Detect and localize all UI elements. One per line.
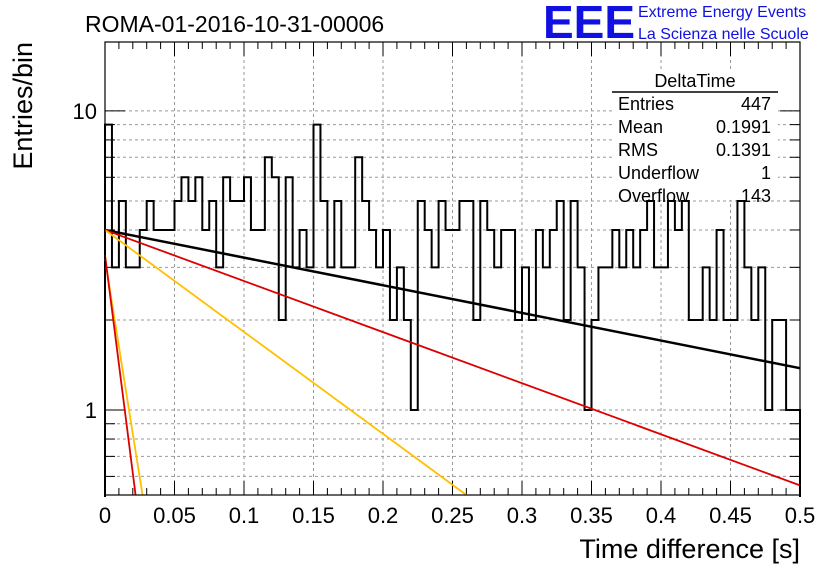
fit-line-2 <box>104 229 801 487</box>
stats-value: 143 <box>741 186 771 206</box>
x-tick-label: 0.3 <box>507 503 538 528</box>
y-tick-label: 1 <box>85 398 97 423</box>
x-tick-label: 0.4 <box>646 503 677 528</box>
y-tick-label: 10 <box>73 99 97 124</box>
stats-label: Overflow <box>618 186 690 206</box>
stats-value: 447 <box>741 94 771 114</box>
x-axis-label: Time difference [s] <box>579 534 800 564</box>
stats-box: DeltaTime Entries 447 Mean 0.1991 RMS 0.1391 U… <box>612 71 778 206</box>
fit-lines <box>104 228 801 496</box>
eee-logo-line2: La Scienza nelle Scuole <box>638 26 809 43</box>
chart-title: ROMA-01-2016-10-31-00006 <box>85 11 384 37</box>
eee-logo-line1: Extreme Energy Events <box>638 4 806 21</box>
x-tick-label: 0.05 <box>153 503 196 528</box>
stats-value: 0.1991 <box>716 117 771 137</box>
eee-logo-mark: EEE <box>543 0 635 48</box>
eee-logo: EEE Extreme Energy Events La Scienza nel… <box>543 0 809 48</box>
histogram-outline <box>104 123 801 497</box>
x-tick-label: 0.35 <box>570 503 613 528</box>
stats-box-title: DeltaTime <box>654 71 735 91</box>
stats-label: RMS <box>618 140 658 160</box>
fit-line-3 <box>104 229 467 496</box>
fit-line-5 <box>104 254 137 496</box>
x-tick-label: 0.2 <box>368 503 399 528</box>
y-axis-label: Entries/bin <box>8 42 38 170</box>
x-tick-label: 0.5 <box>785 503 816 528</box>
y-tick-labels: 1 10 <box>73 99 97 423</box>
stats-label: Mean <box>618 117 663 137</box>
fit-line-1 <box>104 228 801 370</box>
x-tick-label: 0.25 <box>431 503 474 528</box>
stats-value: 0.1391 <box>716 140 771 160</box>
x-tick-label: 0.45 <box>709 503 752 528</box>
stats-label: Underflow <box>618 163 700 183</box>
stats-value: 1 <box>761 163 771 183</box>
x-tick-label: 0.15 <box>292 503 335 528</box>
stats-label: Entries <box>618 94 674 114</box>
x-tick-labels: 0 0.05 0.1 0.15 0.2 0.25 0.3 0.35 0.4 0.45 0.5 <box>99 503 815 528</box>
x-tick-label: 0 <box>99 503 111 528</box>
stats-box-background <box>612 72 778 200</box>
plot-frame <box>104 41 801 496</box>
x-tick-label: 0.1 <box>229 503 260 528</box>
